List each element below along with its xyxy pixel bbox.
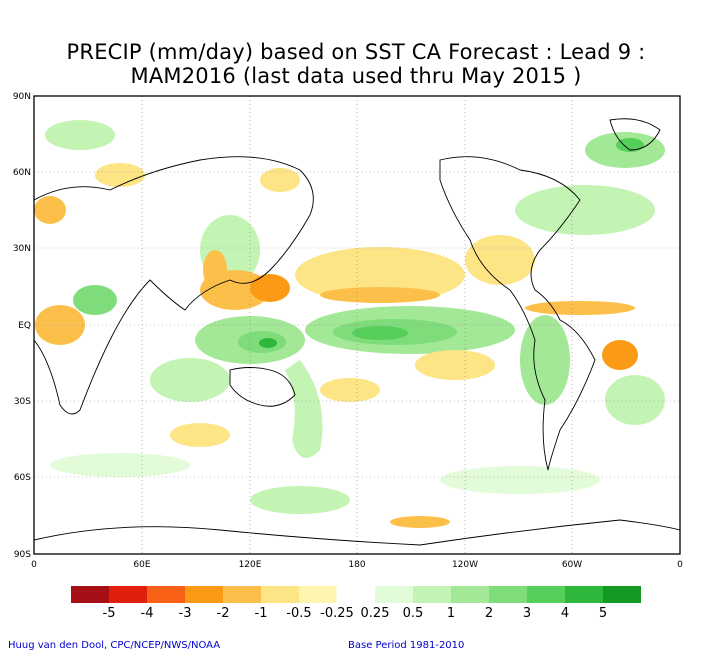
legend-swatch — [261, 586, 299, 603]
legend-label: -3 — [179, 606, 192, 621]
legend-swatch — [375, 586, 413, 603]
legend-label: -5 — [103, 606, 116, 621]
lon-label-0-left: 0 — [31, 560, 37, 570]
legend-swatch — [109, 586, 147, 603]
legend-label: 2 — [485, 606, 493, 621]
lon-label-60e: 60E — [133, 560, 150, 570]
lat-label-90s: 90S — [14, 550, 31, 560]
lat-label-60s: 60S — [14, 473, 31, 483]
legend-label: -2 — [217, 606, 230, 621]
lon-label-180: 180 — [348, 560, 365, 570]
legend-label: -0.5 — [286, 606, 311, 621]
legend-label: -0.25 — [320, 606, 354, 621]
lat-label-30n: 30N — [13, 244, 31, 254]
legend-label: 3 — [523, 606, 531, 621]
legend-label: 0.5 — [403, 606, 424, 621]
longitude-labels: 0 60E 120E 180 120W 60W 0 — [31, 560, 683, 570]
legend-swatch — [299, 586, 337, 603]
map-title-line1: PRECIP (mm/day) based on SST CA Forecast… — [66, 40, 646, 64]
legend-swatch — [185, 586, 223, 603]
legend-label: 1 — [447, 606, 455, 621]
lon-label-120w: 120W — [452, 560, 478, 570]
legend-swatch — [489, 586, 527, 603]
lat-lon-grid — [34, 96, 680, 554]
legend-swatch — [413, 586, 451, 603]
lon-label-0-right: 0 — [677, 560, 683, 570]
coastlines — [34, 118, 680, 546]
lat-label-60n: 60N — [13, 168, 31, 178]
legend-swatch — [71, 586, 109, 603]
legend-swatch — [223, 586, 261, 603]
lat-label-eq: EQ — [18, 321, 31, 331]
map-title-line2: MAM2016 (last data used thru May 2015 ) — [130, 64, 582, 88]
lon-label-60w: 60W — [562, 560, 582, 570]
lon-label-120e: 120E — [239, 560, 262, 570]
legend-label: 0.25 — [361, 606, 390, 621]
map-frame — [33, 95, 681, 555]
legend-swatch — [336, 585, 376, 604]
legend-swatch — [527, 586, 565, 603]
legend-label: 4 — [561, 606, 569, 621]
legend-swatch — [451, 586, 489, 603]
legend-swatch — [147, 586, 185, 603]
credit-text: Huug van den Dool, CPC/NCEP/NWS/NOAA — [8, 640, 221, 651]
legend-label: -4 — [141, 606, 154, 621]
lat-label-30s: 30S — [14, 397, 31, 407]
legend-swatch — [565, 586, 603, 603]
legend-label: -1 — [255, 606, 268, 621]
latitude-labels: 90N 60N 30N EQ 30S 60S 90S — [13, 92, 31, 560]
base-period-text: Base Period 1981-2010 — [348, 640, 465, 651]
legend-label: 5 — [599, 606, 607, 621]
lat-label-90n: 90N — [13, 92, 31, 102]
color-legend: -5 -4 -3 -2 -1 -0.5 -0.25 0.25 0.5 1 2 3 4 5 — [71, 585, 641, 621]
legend-swatch — [603, 586, 641, 603]
